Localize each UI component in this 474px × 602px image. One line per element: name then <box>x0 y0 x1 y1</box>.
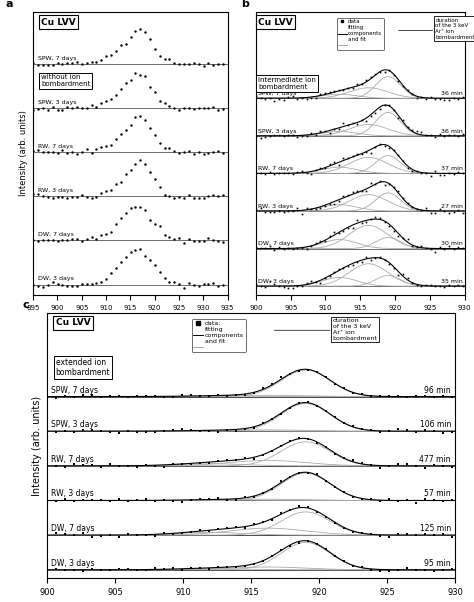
Text: duration
of the 3 keV
Ar⁺ ion
bombardment: duration of the 3 keV Ar⁺ ion bombardmen… <box>435 17 474 40</box>
Text: RW, 7 days: RW, 7 days <box>52 455 94 464</box>
Text: SPW, 3 days: SPW, 3 days <box>52 420 99 429</box>
Text: b: b <box>241 0 249 9</box>
X-axis label: Kinetic Energy (eV): Kinetic Energy (eV) <box>319 316 401 325</box>
Text: Cu LVV: Cu LVV <box>41 17 76 26</box>
Text: intermediate ion
bombardment: intermediate ion bombardment <box>258 77 316 90</box>
Text: c: c <box>23 300 29 311</box>
Text: 37 min: 37 min <box>440 166 463 171</box>
Text: DW, 7 days: DW, 7 days <box>52 524 95 533</box>
Text: SPW, 3 days: SPW, 3 days <box>38 100 76 105</box>
Text: without ion
bombardment: without ion bombardment <box>41 74 91 87</box>
Text: a: a <box>6 0 13 9</box>
Text: 35 min: 35 min <box>441 279 463 284</box>
Text: 30 min: 30 min <box>441 241 463 246</box>
Legend: data, fitting
components
and fit, : data, fitting components and fit, <box>337 17 384 50</box>
Text: extended ion
bombardment: extended ion bombardment <box>55 358 110 377</box>
Text: 477 min: 477 min <box>419 455 451 464</box>
Text: SPW, 7 days: SPW, 7 days <box>52 385 99 394</box>
Text: 36 min: 36 min <box>441 91 463 96</box>
Text: duration
of the 3 keV
Ar⁺ ion
bombardment: duration of the 3 keV Ar⁺ ion bombardmen… <box>333 318 378 341</box>
X-axis label: Kinetic Energy (eV): Kinetic Energy (eV) <box>90 316 171 325</box>
Text: Cu LVV: Cu LVV <box>258 17 293 26</box>
Y-axis label: Intensity (arb. units): Intensity (arb. units) <box>18 111 27 196</box>
Text: 95 min: 95 min <box>424 559 451 568</box>
Text: RW, 7 days: RW, 7 days <box>38 144 73 149</box>
Text: 57 min: 57 min <box>424 489 451 498</box>
Text: 36 min: 36 min <box>441 129 463 134</box>
Text: DW, 3 days: DW, 3 days <box>52 559 95 568</box>
Text: SPW, 7 days: SPW, 7 days <box>258 91 297 96</box>
Text: 27 min: 27 min <box>440 203 463 209</box>
Text: DW, 3 days: DW, 3 days <box>38 276 74 282</box>
Y-axis label: Intensity (arb. units): Intensity (arb. units) <box>32 396 42 495</box>
Text: 106 min: 106 min <box>419 420 451 429</box>
Text: 125 min: 125 min <box>419 524 451 533</box>
Text: RW, 3 days: RW, 3 days <box>52 489 94 498</box>
Text: Cu LVV: Cu LVV <box>55 318 91 327</box>
Text: RW, 3 days: RW, 3 days <box>258 203 293 209</box>
Text: DW, 3 days: DW, 3 days <box>258 279 294 284</box>
Text: 96 min: 96 min <box>424 385 451 394</box>
Text: RW, 3 days: RW, 3 days <box>38 188 73 193</box>
Text: SPW, 3 days: SPW, 3 days <box>258 129 297 134</box>
Text: DW, 7 days: DW, 7 days <box>258 241 294 246</box>
Legend: data;, fitting
components
and fit, : data;, fitting components and fit, <box>191 319 246 352</box>
Text: RW, 7 days: RW, 7 days <box>258 166 293 171</box>
Text: SPW, 7 days: SPW, 7 days <box>38 56 76 61</box>
Text: DW, 7 days: DW, 7 days <box>38 232 74 237</box>
